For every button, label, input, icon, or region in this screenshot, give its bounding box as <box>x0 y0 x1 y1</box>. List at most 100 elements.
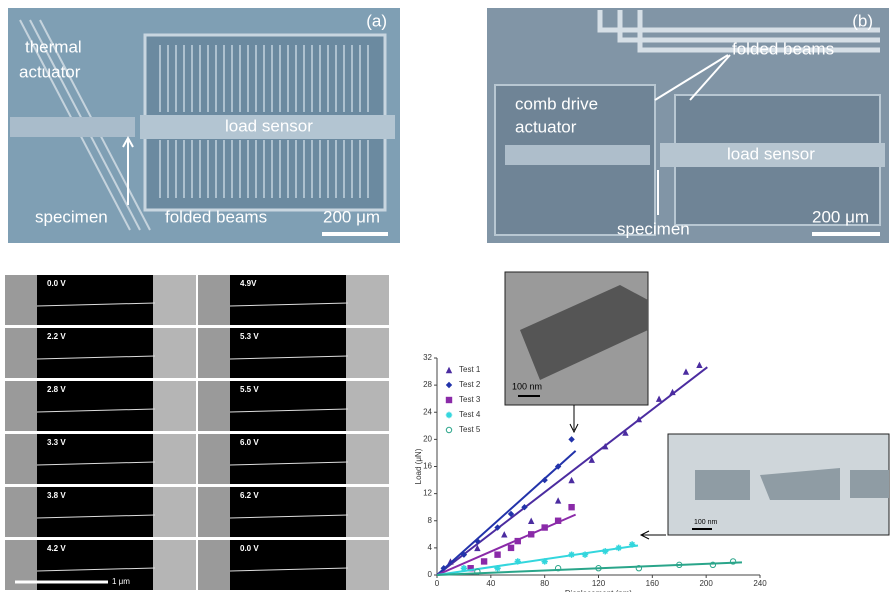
point <box>528 518 534 524</box>
legend-label: Test 4 <box>459 410 481 419</box>
annotation: actuator <box>515 117 577 136</box>
legend-label: Test 3 <box>459 395 481 404</box>
point <box>494 551 500 557</box>
annotation: folded beams <box>165 207 267 226</box>
x-tick-label: 200 <box>699 579 713 588</box>
point <box>528 531 534 537</box>
grip-right <box>346 275 389 325</box>
inset-scale-label: 100 nm <box>694 519 718 526</box>
voltage-label: 4.2 V <box>47 544 66 553</box>
voltage-label: 0.0 V <box>240 544 259 553</box>
panel-label: (a) <box>366 11 387 30</box>
annotation: comb drive <box>515 94 598 113</box>
voltage-label: 2.2 V <box>47 332 66 341</box>
scale-label: 1 μm <box>112 577 130 586</box>
grip-right <box>153 434 196 484</box>
grip-right <box>346 328 389 378</box>
arrow <box>570 405 578 432</box>
y-axis-label: Load (μN) <box>414 448 423 484</box>
grip-right <box>153 275 196 325</box>
grip-right <box>346 434 389 484</box>
grip-left <box>198 434 230 484</box>
grip-right <box>153 328 196 378</box>
annotation: actuator <box>19 62 81 81</box>
grip-left <box>198 487 230 537</box>
grip-left <box>198 381 230 431</box>
grip-right <box>346 540 389 590</box>
legend-marker <box>446 397 452 403</box>
legend-label: Test 2 <box>459 380 481 389</box>
point <box>515 538 521 544</box>
voltage-label: 4.9V <box>240 279 257 288</box>
voltage-label: 3.8 V <box>47 491 66 500</box>
annotation: load sensor <box>225 116 313 135</box>
actuator-shuttle <box>10 117 135 137</box>
annotation: specimen <box>617 219 690 238</box>
point <box>461 565 467 571</box>
grip-left <box>5 434 37 484</box>
annotation: thermal <box>25 37 82 56</box>
page: (a) thermal actuator load sensor specime… <box>0 0 891 592</box>
y-tick-label: 20 <box>423 434 432 443</box>
panel-label: (b) <box>852 11 873 30</box>
y-tick-label: 24 <box>423 407 432 416</box>
voltage-label: 3.3 V <box>47 438 66 447</box>
point <box>568 477 574 483</box>
annotation: folded beams <box>732 39 834 58</box>
x-tick-label: 40 <box>486 579 495 588</box>
grip-right <box>153 540 196 590</box>
grip-left <box>198 275 230 325</box>
y-tick-label: 0 <box>428 570 433 579</box>
grip-left <box>5 487 37 537</box>
x-tick-label: 160 <box>646 579 660 588</box>
grip-right <box>346 487 389 537</box>
grip-left <box>5 381 37 431</box>
y-tick-label: 8 <box>428 516 433 525</box>
fit-line <box>437 515 576 575</box>
grip-right <box>346 381 389 431</box>
point <box>656 395 662 401</box>
grip-left <box>198 328 230 378</box>
annotation: load sensor <box>727 144 815 163</box>
legend-marker <box>446 412 452 418</box>
point <box>602 548 608 554</box>
point <box>508 545 514 551</box>
legend-marker <box>446 427 451 432</box>
point <box>629 541 635 547</box>
actuator-shuttle <box>505 145 650 165</box>
point <box>568 551 574 557</box>
legend-label: Test 5 <box>459 425 481 434</box>
point <box>515 558 521 564</box>
x-tick-label: 240 <box>753 579 767 588</box>
scale-label: 200 μm <box>323 207 380 226</box>
voltage-label: 5.3 V <box>240 332 259 341</box>
point <box>481 558 487 564</box>
y-tick-label: 4 <box>428 543 433 552</box>
point <box>683 368 689 374</box>
legend-marker <box>446 382 452 388</box>
x-tick-label: 120 <box>592 579 606 588</box>
point <box>501 531 507 537</box>
point <box>555 518 561 524</box>
y-tick-label: 12 <box>423 489 432 498</box>
voltage-label: 6.0 V <box>240 438 259 447</box>
point <box>541 558 547 564</box>
voltage-label: 6.2 V <box>240 491 259 500</box>
grip-right <box>153 487 196 537</box>
scale-label: 200 μm <box>812 207 869 226</box>
figure: (a) thermal actuator load sensor specime… <box>0 0 891 592</box>
fit-line <box>437 451 576 575</box>
grip-right <box>153 381 196 431</box>
annotation: specimen <box>35 207 108 226</box>
point <box>568 436 574 442</box>
arrow <box>641 531 666 539</box>
voltage-sequence: 0.0 V2.2 V2.8 V3.3 V3.8 V4.2 V4.9V5.3 V5… <box>5 275 389 590</box>
grip-left <box>5 275 37 325</box>
grip-left <box>5 328 37 378</box>
point <box>555 497 561 503</box>
y-tick-label: 32 <box>423 353 432 362</box>
point <box>568 504 574 510</box>
x-tick-label: 0 <box>435 579 440 588</box>
voltage-label: 5.5 V <box>240 385 259 394</box>
legend-marker <box>446 367 452 373</box>
